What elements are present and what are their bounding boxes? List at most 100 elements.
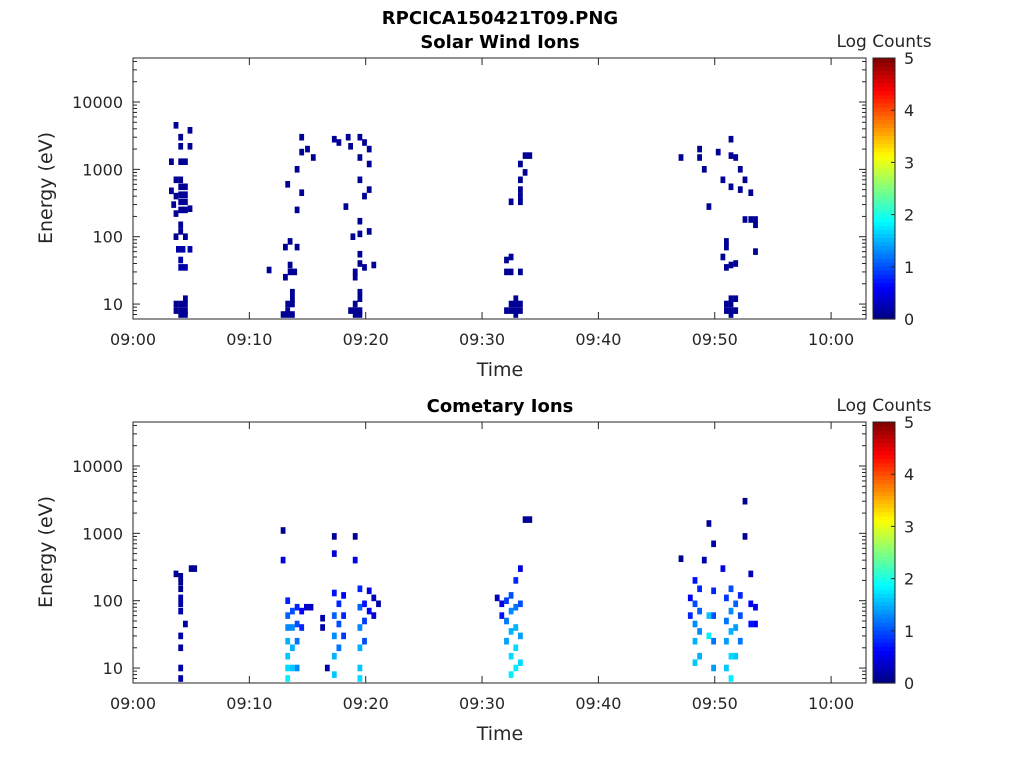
spectrogram-cell: [357, 675, 363, 682]
y-tick-label: 10: [103, 295, 123, 314]
colorbar-segment: [873, 123, 895, 128]
colorbar-segment: [873, 204, 895, 210]
spectrogram-cell: [499, 612, 505, 619]
spectrogram-cell: [357, 664, 363, 672]
spectrogram-cell: [285, 624, 291, 631]
spectrogram-cell: [362, 139, 367, 146]
spectrogram-cell: [178, 578, 184, 586]
colorbar-segment: [873, 270, 895, 275]
spectrogram-cell: [508, 253, 514, 261]
spectrogram-cell: [518, 176, 523, 184]
colorbar-segment: [873, 470, 895, 476]
spectrogram-cell: [508, 300, 514, 308]
colorbar-tick-label: 5: [904, 413, 914, 432]
spectrogram-cell: [357, 230, 363, 238]
spectrogram-cell: [678, 555, 684, 562]
spectrogram-cell: [362, 264, 367, 271]
spectrogram-cell: [178, 158, 184, 165]
spectrogram-cell: [518, 192, 523, 200]
x-tick-label: 10:00: [808, 694, 854, 713]
spectrogram-cell: [711, 637, 716, 645]
colorbar-segment: [873, 446, 895, 452]
spectrogram-cell: [183, 620, 188, 628]
colorbar-tick-label: 2: [904, 570, 914, 589]
spectrogram-cell: [733, 600, 739, 608]
y-axis-label: Energy (eV): [35, 132, 57, 244]
colorbar-segment: [873, 662, 895, 668]
colorbar-segment: [873, 430, 895, 435]
spectrogram-cell: [748, 216, 754, 223]
spectrogram-cell: [357, 154, 363, 161]
spectrogram-cell: [508, 671, 514, 678]
colorbar-segment: [873, 147, 895, 153]
spectrogram-cell: [706, 632, 712, 640]
spectrogram-cell: [724, 307, 729, 314]
spectrogram-cell: [183, 307, 188, 314]
spectrogram-cell: [697, 628, 702, 635]
colorbar-segment: [873, 74, 895, 79]
spectrogram-cell: [737, 166, 743, 173]
colorbar-segment: [873, 217, 895, 222]
spectrogram-cell: [287, 261, 293, 269]
y-axis-label: Energy (eV): [35, 496, 57, 608]
spectrogram-cell: [183, 311, 188, 318]
plot-frame: [132, 57, 867, 320]
spectrogram-cell: [504, 597, 509, 604]
colorbar-segment: [873, 491, 895, 497]
colorbar-segment: [873, 483, 895, 488]
colorbar-segment: [873, 249, 895, 255]
colorbar-segment: [873, 184, 895, 190]
spectrogram-cell: [692, 620, 698, 628]
spectrogram-cell: [728, 652, 734, 660]
colorbar-segment: [873, 487, 895, 492]
spectrogram-cell: [706, 520, 712, 527]
colorbar-segment: [873, 298, 895, 304]
colorbar-segment: [873, 438, 895, 443]
spectrogram-cell: [357, 133, 363, 141]
spectrogram-cell: [513, 644, 519, 652]
spectrogram-cell: [508, 307, 514, 314]
spectrogram-cell: [728, 261, 734, 269]
spectrogram-cell: [178, 600, 184, 608]
spectrogram-cell: [299, 607, 305, 615]
spectrogram-cell: [357, 585, 363, 593]
spectrogram-cell: [285, 675, 291, 682]
colorbar-segment: [873, 601, 895, 607]
spectrogram-cell: [362, 192, 367, 200]
spectrogram-cell: [366, 160, 372, 168]
colorbar-segment: [873, 426, 895, 431]
colorbar-segment: [873, 495, 895, 501]
x-tick-label: 09:50: [692, 694, 738, 713]
spectrogram-cell: [728, 152, 734, 159]
spectrogram-cell: [187, 246, 193, 253]
spectrogram-cell: [728, 135, 734, 143]
colorbar-segment: [873, 290, 895, 296]
spectrogram-cell: [285, 181, 291, 188]
spectrogram-cell: [753, 603, 758, 611]
spectrogram-cell: [728, 675, 734, 682]
spectrogram-cell: [357, 288, 363, 296]
spectrogram-cell: [320, 614, 325, 622]
colorbar-segment: [873, 221, 895, 226]
spectrogram-cell: [299, 624, 305, 631]
colorbar-segment: [873, 634, 895, 639]
chart-title: Cometary Ions: [427, 396, 574, 417]
colorbar-segment: [873, 556, 895, 562]
spectrogram-cell: [352, 273, 358, 281]
spectrogram-cell: [178, 307, 184, 314]
x-tick-label: 09:50: [692, 330, 738, 349]
colorbar-segment: [873, 466, 895, 472]
spectrogram-cell: [366, 145, 372, 153]
colorbar-segment: [873, 564, 895, 570]
colorbar-segment: [873, 552, 895, 558]
spectrogram-cell: [504, 307, 509, 314]
colorbar-segment: [873, 237, 895, 243]
colorbar-segment: [873, 58, 895, 63]
spectrogram-cell: [697, 145, 702, 153]
colorbar-segment: [873, 528, 895, 533]
spectrogram-cell: [187, 127, 193, 134]
spectrogram-cell: [173, 210, 179, 217]
colorbar-segment: [873, 245, 895, 251]
spectrogram-cell: [187, 205, 193, 212]
colorbar-segment: [873, 82, 895, 88]
